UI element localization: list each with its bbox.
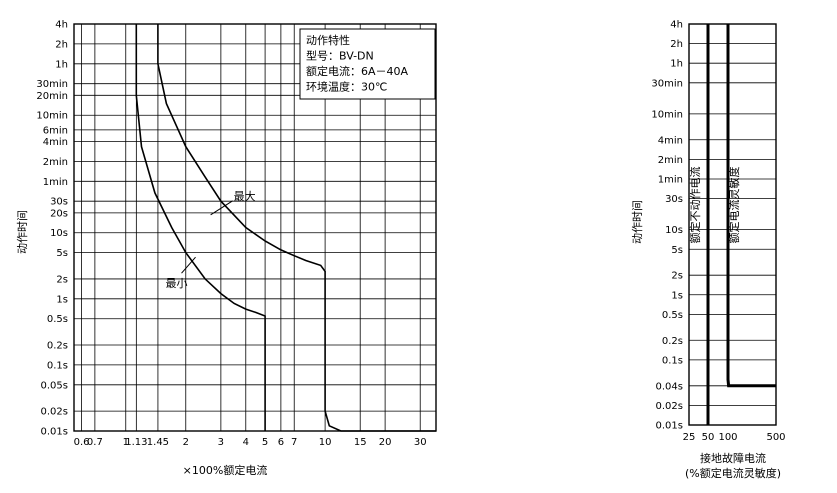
chart1-x-axis-title: ×100%额定电流 [183, 463, 268, 477]
chart2-y-tick-label: 4min [658, 135, 683, 146]
chart1-y-tick-label: 20s [50, 208, 68, 219]
chart2-y-tick-label: 0.04s [656, 381, 683, 392]
chart1-x-tick-label: 2 [183, 437, 189, 448]
chart2-x-tick-label: 100 [718, 432, 737, 443]
chart1-x-tick-label: 4 [243, 437, 249, 448]
chart1-spec-line: 型号：BV-DN [306, 49, 374, 63]
chart2-y-tick-label: 1s [671, 290, 683, 301]
chart2-y-tick-label: 0.1s [662, 355, 683, 366]
chart1-y-tick-label: 0.01s [41, 427, 68, 438]
chart1-annotation-label: 最小 [166, 277, 188, 290]
chart2-y-axis-title: 动作时间 [631, 200, 644, 244]
chart1-y-tick-label: 10s [50, 228, 68, 239]
chart2-x-axis-subtitle: (%额定电流灵敏度) [685, 466, 781, 480]
chart1-y-tick-label: 2s [56, 274, 68, 285]
chart1-y-tick-label: 30min [36, 79, 68, 90]
chart1-annotation-leader [181, 256, 196, 274]
chart1-y-tick-label: 10min [36, 111, 68, 122]
chart2-y-tick-label: 1h [670, 59, 683, 70]
chart1-y-tick-label: 30s [50, 197, 68, 208]
chart1-y-tick-label: 4h [55, 20, 68, 31]
chart1-y-axis-title: 动作时间 [16, 210, 29, 254]
chart1-y-tick-label: 6min [43, 125, 68, 136]
chart1-x-tick-label: 7 [291, 437, 297, 448]
chart1-y-tick-label: 1min [43, 177, 68, 188]
chart1-x-tick-label: 5 [262, 437, 268, 448]
chart1-y-tick-label: 20min [36, 91, 68, 102]
chart1-series-最小 [135, 24, 266, 431]
chart2-y-tick-label: 0.2s [662, 336, 683, 347]
chart2-x-tick-label: 50 [702, 432, 715, 443]
chart1-x-tick-label: 10 [319, 437, 332, 448]
chart1-spec-box [299, 28, 436, 100]
chart1-x-tick-label: 0.7 [87, 437, 103, 448]
chart1-y-tick-label: 1s [56, 294, 68, 305]
chart1-series-最大 [157, 24, 436, 432]
chart1-x-tick-label: 15 [354, 437, 367, 448]
chart1-y-tick-label: 1h [55, 59, 68, 70]
chart1-spec-line: 环境温度：30℃ [306, 80, 387, 94]
chart2-y-tick-label: 10s [665, 225, 683, 236]
chart2-y-tick-label: 1min [658, 174, 683, 185]
chart2-y-tick-label: 2h [670, 39, 683, 50]
chart1-y-tick-label: 2h [55, 39, 68, 50]
chart1-x-tick-label: 1 [123, 437, 129, 448]
chart1-x-tick-label: 30 [414, 437, 427, 448]
chart2-y-tick-label: 30min [651, 78, 683, 89]
chart1-annotation-leader [210, 200, 233, 216]
chart1-plot-frame [73, 23, 437, 432]
chart2-y-tick-label: 5s [671, 245, 683, 256]
chart2-y-tick-label: 0.02s [656, 401, 683, 412]
chart1-y-tick-label: 0.02s [41, 407, 68, 418]
chart1-x-tick-label: 6 [278, 437, 284, 448]
chart1-y-tick-label: 0.1s [47, 360, 68, 371]
chart1-y-tick-label: 0.2s [47, 341, 68, 352]
chart2-x-tick-label: 25 [683, 432, 696, 443]
chart1-spec-line: 额定电流：6A－40A [306, 64, 409, 78]
chart1-y-tick-label: 0.5s [47, 314, 68, 325]
chart1-x-tick-label: 3 [218, 437, 224, 448]
chart2-y-tick-label: 30s [665, 194, 683, 205]
chart1-x-tick-label: 1.13 [125, 437, 147, 448]
chart2-plot-frame [688, 23, 777, 426]
chart1-y-tick-label: 5s [56, 248, 68, 259]
chart2-x-axis-title: 接地故障电流 [700, 451, 766, 465]
chart2-y-tick-label: 10min [651, 109, 683, 120]
chart2-series-label: 额定不动作电流 [688, 167, 702, 244]
chart1-y-tick-label: 4min [43, 137, 68, 148]
chart1-annotation-label: 最大 [234, 189, 256, 203]
chart2-x-tick-label: 500 [766, 432, 785, 443]
chart1-x-tick-label: 0.6 [74, 437, 90, 448]
chart1-spec-line: 动作特性 [306, 33, 350, 47]
chart1-x-tick-label: 20 [379, 437, 392, 448]
chart2-series-label: 额定电流灵敏度 [727, 167, 741, 244]
chart2-series-额定电流灵敏度 [726, 24, 776, 388]
chart2-y-tick-label: 2s [671, 271, 683, 282]
chart2-y-tick-label: 0.01s [656, 421, 683, 432]
chart2-y-tick-label: 0.5s [662, 310, 683, 321]
chart2-y-tick-label: 2min [658, 155, 683, 166]
chart1-x-tick-label: 1.45 [147, 437, 169, 448]
chart2-y-tick-label: 4h [670, 20, 683, 31]
chart1-y-tick-label: 0.05s [41, 380, 68, 391]
chart1-y-tick-label: 2min [43, 157, 68, 168]
